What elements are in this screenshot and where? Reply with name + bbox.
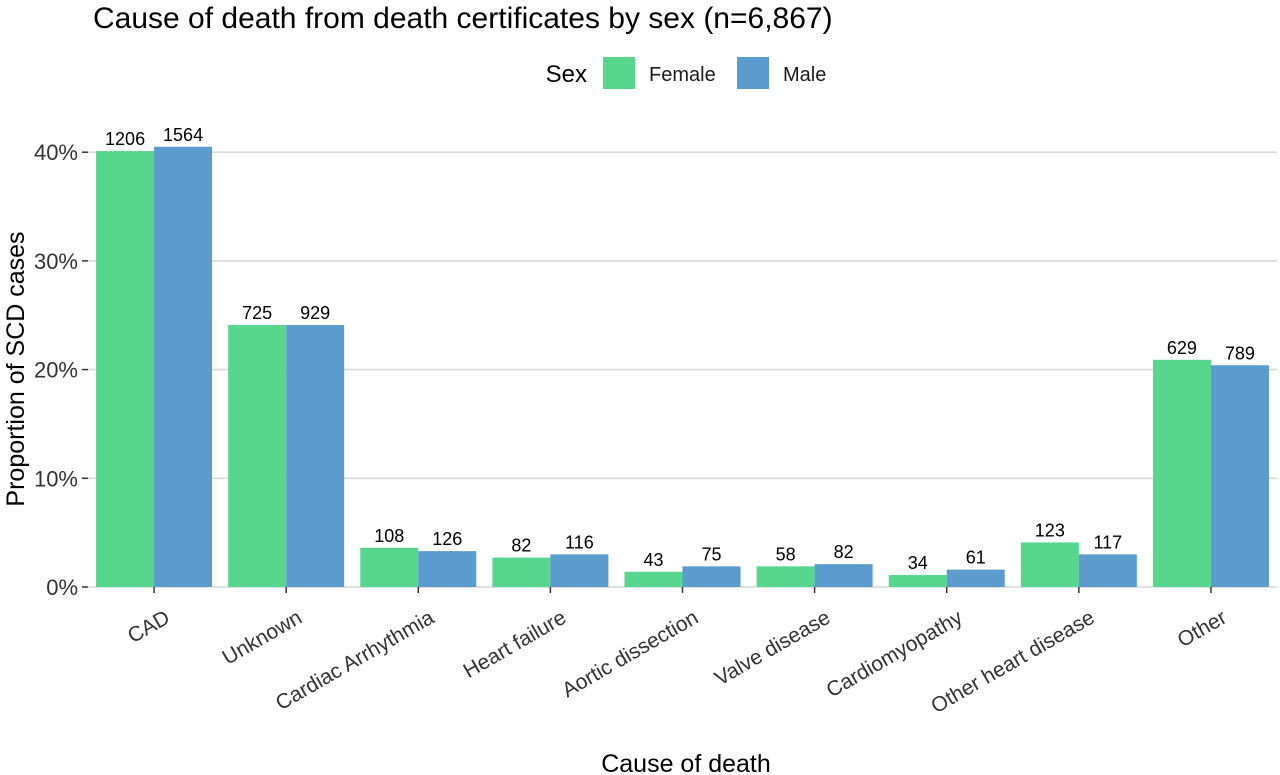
data-label: 43 [643,550,663,570]
x-tick-label: Heart failure [460,606,571,683]
data-label: 117 [1093,532,1122,552]
y-tick-label: 40% [34,140,78,165]
data-label: 61 [966,548,986,568]
bar-male [286,325,345,587]
legend-swatch-female [603,57,635,89]
data-label: 82 [834,542,854,562]
data-label: 108 [374,526,404,546]
bar-female [1020,542,1079,587]
y-tick-label: 10% [34,466,78,491]
chart-title: Cause of death from death certificates b… [93,2,833,35]
data-label: 1206 [105,129,145,149]
y-tick-label: 0% [46,575,78,600]
legend-swatch-male [737,57,769,89]
bar-male [550,554,609,587]
data-label: 123 [1035,520,1065,540]
x-tick-label: Unknown [219,606,306,670]
bar-female [624,571,683,587]
bar-female [492,557,551,587]
legend: Sex Female Male [546,57,826,89]
bar-female [888,575,947,587]
bar-female [228,325,287,587]
data-label: 34 [908,553,928,573]
data-label: 725 [242,303,272,323]
bars [96,146,1269,587]
data-label: 58 [776,544,796,564]
y-tick-label: 20% [34,358,78,383]
bar-female [1152,359,1211,587]
legend-label-female: Female [649,64,716,86]
y-axis-title: Proportion of SCD cases [2,231,30,506]
data-label: 75 [701,544,721,564]
bar-female [96,151,155,587]
data-label: 126 [432,529,462,549]
data-label: 629 [1167,338,1197,358]
data-label: 116 [565,532,594,552]
bar-male [1210,365,1269,587]
data-label: 82 [511,536,531,556]
y-tick-label: 30% [34,249,78,274]
bar-male [682,566,741,587]
x-tick-label: Aortic dissection [558,606,702,702]
bar-male [154,146,213,587]
bar-female [756,566,815,587]
bar-male [1078,554,1137,587]
x-axis-title: Cause of death [601,750,771,775]
x-tick-label: CAD [124,606,174,648]
data-label: 929 [300,303,330,323]
bar-female [360,547,419,587]
x-tick-label: Other [1174,606,1231,652]
bar-male [418,551,477,587]
data-label: 1564 [163,125,203,145]
legend-title: Sex [546,61,587,88]
data-labels: 1206 1564 725 929 108 126 82 116 43 75 58 82 34 61 123… [105,125,1255,573]
x-tick-label: Valve disease [711,606,834,691]
bar-male [946,569,1005,587]
data-label: 789 [1225,343,1255,363]
legend-label-male: Male [783,64,826,86]
y-axis-ticks: 0% 10% 20% 30% 40% [34,140,88,600]
bar-male [814,564,873,587]
